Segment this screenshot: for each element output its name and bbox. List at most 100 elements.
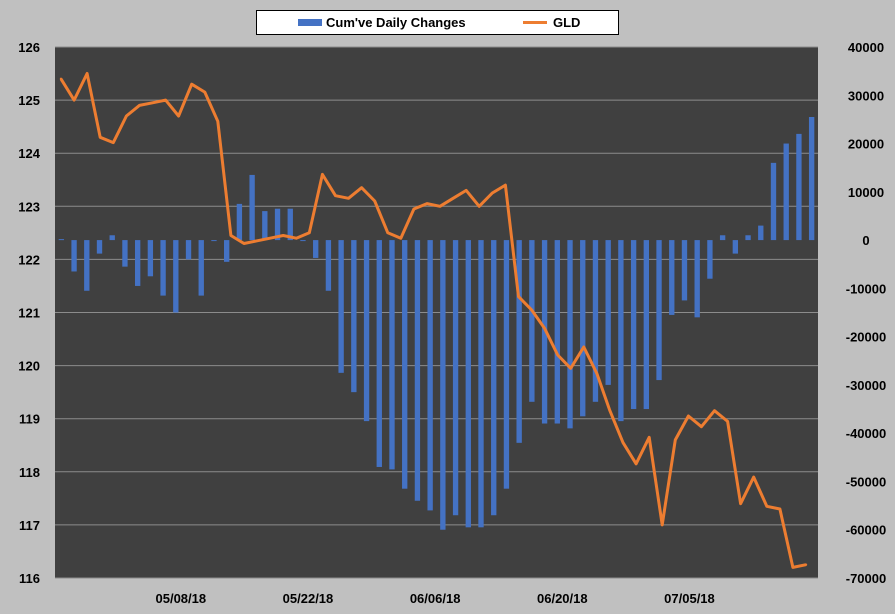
bar — [160, 240, 166, 296]
x-tick-label: 07/05/18 — [664, 591, 715, 606]
y-left-tick-label: 117 — [19, 518, 40, 533]
bar — [808, 116, 815, 241]
y-left-tick-label: 124 — [18, 146, 40, 161]
gld-point — [112, 141, 115, 144]
bar — [414, 240, 421, 501]
gld-point — [687, 414, 690, 418]
legend-line-label: GLD — [553, 15, 581, 30]
y-right-tick-label: 10000 — [848, 185, 884, 200]
bar — [325, 240, 332, 291]
gld-point — [674, 438, 677, 442]
bar — [452, 240, 459, 516]
y-left-tick-label: 119 — [19, 412, 40, 427]
gld-point — [700, 425, 703, 428]
bar — [173, 240, 179, 313]
x-tick-label: 05/22/18 — [283, 591, 334, 606]
bar — [249, 174, 255, 241]
legend-bar-label: Cum've Daily Changes — [326, 15, 466, 30]
gld-point — [229, 234, 233, 237]
y-left-tick-label: 122 — [18, 252, 40, 267]
gld-point — [386, 231, 389, 235]
y-left-tick-label: 123 — [18, 199, 40, 214]
gld-point — [321, 173, 324, 176]
gld-point — [517, 295, 520, 298]
x-axis: 05/08/18 05/22/18 06/06/18 06/20/18 07/05/18 — [156, 591, 715, 606]
bar — [440, 240, 446, 530]
gld-point — [164, 98, 167, 102]
bar — [478, 240, 484, 528]
gld-point — [268, 236, 272, 240]
y-left-tick-label: 121 — [18, 306, 40, 321]
bar — [669, 240, 675, 315]
left-axis: 116 117 118 119 120 121 122 123 124 125 126 — [18, 40, 40, 586]
gld-point — [661, 523, 664, 527]
bar — [287, 208, 293, 241]
bar — [465, 240, 471, 528]
bar — [147, 240, 154, 277]
gld-point — [177, 114, 180, 118]
gld-point — [360, 186, 363, 189]
bar — [198, 240, 204, 296]
gld-point — [151, 101, 154, 104]
bar — [516, 240, 522, 443]
bar — [681, 240, 688, 301]
bar — [236, 203, 243, 241]
y-right-tick-label: -20000 — [846, 330, 886, 345]
gld-point — [804, 563, 808, 566]
bar — [351, 240, 357, 393]
gld-point — [451, 197, 455, 200]
legend-bar-swatch — [298, 19, 322, 26]
gld-point — [478, 205, 481, 208]
gld-point — [464, 189, 468, 192]
y-left-tick-label: 118 — [19, 465, 40, 480]
gld-line — [59, 72, 807, 569]
y-right-tick-label: -50000 — [846, 474, 886, 489]
gld-point — [203, 90, 206, 94]
bar — [656, 240, 662, 381]
x-tick-label: 05/08/18 — [156, 591, 207, 606]
bar — [694, 240, 700, 318]
gld-point — [138, 104, 141, 107]
gld-point — [425, 202, 429, 205]
bar — [262, 211, 268, 241]
gld-point — [582, 345, 586, 349]
bar — [770, 162, 777, 241]
bar — [732, 240, 739, 254]
bar — [491, 240, 497, 516]
gld-point — [765, 505, 768, 508]
bar — [211, 240, 217, 242]
y-right-tick-label: -40000 — [846, 426, 886, 441]
bar — [389, 240, 395, 470]
gld-point — [543, 327, 546, 330]
bar — [554, 240, 560, 424]
gld-point — [791, 566, 795, 569]
gld-point — [281, 234, 285, 237]
bar — [122, 240, 128, 267]
gld-point — [72, 98, 76, 102]
gld-point — [778, 507, 782, 511]
y-right-tick-label: -10000 — [846, 281, 886, 296]
y-right-tick-label: -30000 — [846, 378, 886, 393]
bar — [643, 240, 649, 410]
gld-point — [125, 114, 128, 118]
gld-point — [412, 207, 416, 211]
gld-point — [569, 367, 572, 370]
gld-point — [504, 183, 507, 187]
bar — [796, 133, 802, 241]
gld-point — [752, 475, 755, 479]
gld-point — [85, 72, 89, 75]
bar — [580, 240, 586, 417]
y-left-tick-label: 120 — [18, 359, 40, 374]
bar — [427, 240, 433, 511]
bar — [630, 240, 637, 410]
gld-point — [556, 353, 559, 357]
bar — [605, 240, 611, 385]
gld-point — [608, 409, 612, 412]
gld-point — [726, 420, 729, 423]
gld-point — [634, 462, 638, 466]
gld-point — [334, 194, 337, 197]
gld-point — [295, 236, 298, 240]
legend: Cum've Daily Changes GLD — [256, 10, 619, 35]
